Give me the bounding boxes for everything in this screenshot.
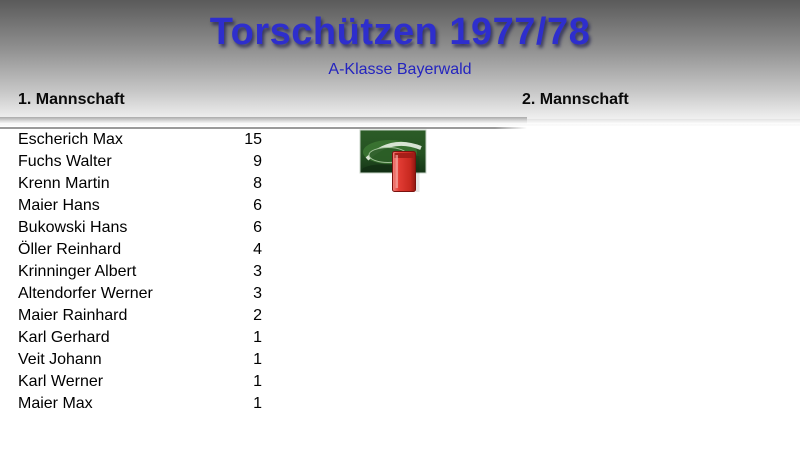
scorer-row: Krinninger Albert 3: [18, 261, 262, 283]
scorer-row: Karl Gerhard 1: [18, 327, 262, 349]
player-goals: 1: [253, 373, 262, 390]
scorer-table: Escherich Max 15 Fuchs Walter 9 Krenn Martin…: [18, 129, 262, 415]
player-name: Maier Rainhard: [18, 307, 128, 324]
player-goals: 1: [253, 395, 262, 412]
player-goals: 8: [253, 175, 262, 192]
player-goals: 1: [253, 329, 262, 346]
left-column-divider-line: [0, 127, 527, 129]
page-subtitle: A-Klasse Bayerwald: [328, 61, 472, 78]
player-name: Fuchs Walter: [18, 153, 112, 170]
player-name: Altendorfer Werner: [18, 285, 153, 302]
scorer-row: Maier Max 1: [18, 393, 262, 415]
stadium-logo-with-red-card-icon[interactable]: [357, 128, 429, 194]
scorer-row: Maier Rainhard 2: [18, 305, 262, 327]
player-name: Krinninger Albert: [18, 263, 137, 280]
player-goals: 6: [253, 219, 262, 236]
player-goals: 4: [253, 241, 262, 258]
scorer-row: Krenn Martin 8: [18, 173, 262, 195]
player-goals: 15: [244, 131, 262, 148]
scorer-row: Maier Hans 6: [18, 195, 262, 217]
player-goals: 6: [253, 197, 262, 214]
player-name: Öller Reinhard: [18, 241, 122, 258]
scorer-row: Karl Werner 1: [18, 371, 262, 393]
player-name: Escherich Max: [18, 131, 123, 148]
page-header: [0, 0, 800, 126]
player-goals: 2: [253, 307, 262, 324]
right-column-divider: [527, 119, 800, 124]
scorer-row: Escherich Max 15: [18, 129, 262, 151]
player-name: Maier Max: [18, 395, 93, 412]
player-goals: 1: [253, 351, 262, 368]
scorer-row: Veit Johann 1: [18, 349, 262, 371]
column-header-first-team: 1. Mannschaft: [18, 91, 125, 108]
scorer-row: Öller Reinhard 4: [18, 239, 262, 261]
scorer-row: Fuchs Walter 9: [18, 151, 262, 173]
player-name: Karl Werner: [18, 373, 104, 390]
player-name: Maier Hans: [18, 197, 100, 214]
player-name: Krenn Martin: [18, 175, 110, 192]
player-goals: 3: [253, 263, 262, 280]
player-name: Veit Johann: [18, 351, 102, 368]
scorer-row: Bukowski Hans 6: [18, 217, 262, 239]
player-name: Karl Gerhard: [18, 329, 110, 346]
scorer-row: Altendorfer Werner 3: [18, 283, 262, 305]
player-name: Bukowski Hans: [18, 219, 128, 236]
page-title: Torschützen 1977/78: [209, 11, 591, 53]
column-header-second-team: 2. Mannschaft: [522, 91, 629, 108]
left-column-divider: [0, 117, 527, 124]
player-goals: 3: [253, 285, 262, 302]
player-goals: 9: [253, 153, 262, 170]
